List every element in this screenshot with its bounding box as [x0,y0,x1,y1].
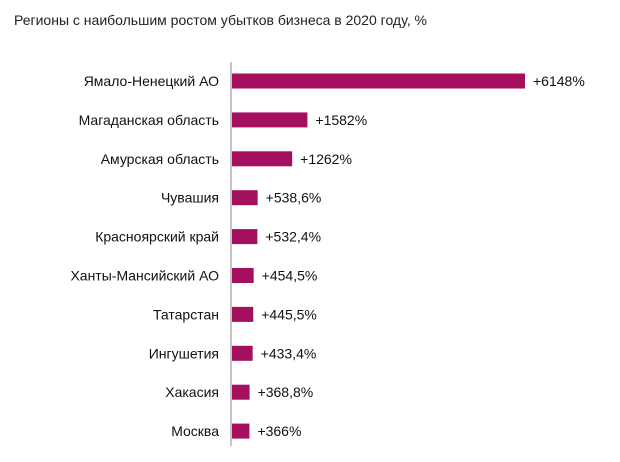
category-label: Хакасия [165,384,219,400]
value-label: +445,5% [261,306,317,322]
value-label: +454,5% [262,268,318,284]
bar [232,423,250,439]
category-label: Чувашия [161,190,219,206]
bar [232,73,525,89]
value-label: +366% [257,423,301,439]
value-label: +1262% [300,151,352,167]
bar [232,112,308,128]
bar [232,268,254,283]
category-label: Красноярский край [95,229,219,245]
value-label: +538,6% [266,190,322,206]
category-label: Татарстан [153,306,219,322]
bar [232,345,253,361]
value-label: +433,4% [261,345,317,361]
category-label: Ханты-Мансийский АО [70,268,219,284]
value-label: +1582% [315,112,367,128]
category-label: Ямало-Ненецкий АО [84,73,219,89]
category-label: Амурская область [101,151,219,167]
category-label: Москва [171,423,219,439]
category-label: Ингушетия [149,345,219,361]
value-label: +368,8% [258,384,314,400]
chart-title: Регионы с наибольшим ростом убытков бизн… [14,12,427,28]
bar [232,306,254,322]
bar [232,384,250,400]
bar [232,151,293,167]
category-label: Магаданская область [79,112,219,128]
bar [232,190,258,206]
value-label: +6148% [533,73,585,89]
bar [232,229,258,245]
value-label: +532,4% [265,229,321,245]
